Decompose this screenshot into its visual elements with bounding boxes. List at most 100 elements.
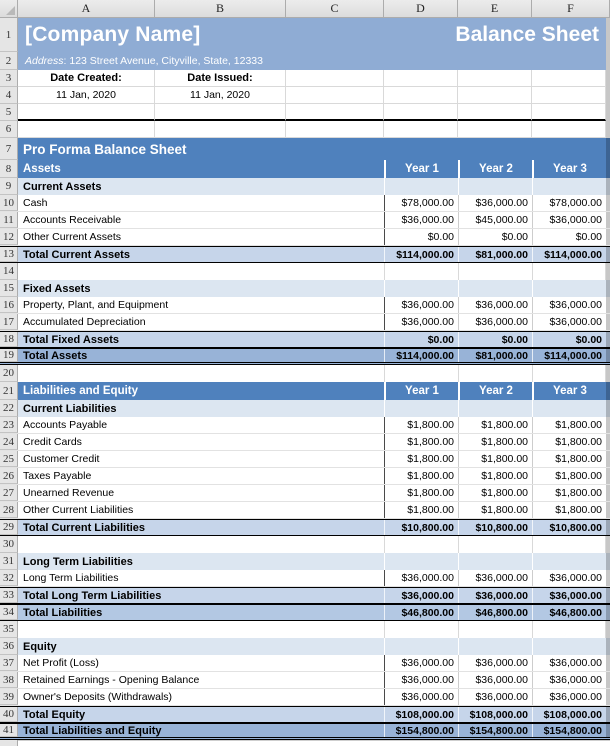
cell-label[interactable]: Pro Forma Balance Sheet [23,141,187,157]
row-number[interactable]: 11 [0,212,18,228]
cell-value[interactable]: $0.00 [532,332,606,347]
row-number[interactable]: 29 [0,520,18,535]
cell-value[interactable]: $36,000.00 [458,672,532,688]
cell-value[interactable]: Year 2 [458,160,532,178]
date-issued-label[interactable]: Date Issued: [155,70,286,87]
cell-value[interactable]: $1,800.00 [532,502,606,518]
cell-label[interactable]: Property, Plant, and Equipment [23,299,169,311]
cell-value[interactable] [532,621,606,638]
cell-value[interactable]: $0.00 [458,332,532,347]
empty-cell[interactable] [155,121,286,138]
cell-value[interactable] [532,553,606,570]
row-number[interactable]: 34 [0,605,18,620]
cell-value[interactable] [458,553,532,570]
cell-label[interactable]: Total Assets [23,349,88,362]
cell-value[interactable] [384,621,458,638]
cell-value[interactable]: $1,800.00 [384,417,458,433]
row-number[interactable]: 37 [0,655,18,671]
cell-value[interactable] [458,536,532,553]
row-number[interactable]: 21 [0,382,18,400]
cell-value[interactable]: $108,000.00 [532,707,606,722]
date-issued-value[interactable]: 11 Jan, 2020 [155,87,286,104]
cell-value[interactable]: $1,800.00 [384,468,458,484]
row-number[interactable]: 17 [0,314,18,330]
row-number[interactable]: 30 [0,536,18,553]
select-all-corner[interactable] [0,0,18,18]
cell-value[interactable] [384,400,458,417]
cell-label[interactable]: Total Current Liabilities [23,521,146,534]
row-number[interactable]: 19 [0,349,18,362]
empty-cell[interactable] [532,87,606,104]
cell-label[interactable]: Total Current Assets [23,248,130,261]
cell-value[interactable]: $36,000.00 [384,689,458,705]
cell-value[interactable]: $46,800.00 [458,605,532,620]
row-number[interactable]: 38 [0,672,18,688]
cell-value[interactable]: $36,000.00 [458,195,532,211]
empty-cell[interactable] [286,87,384,104]
cell-value[interactable]: $36,000.00 [384,570,458,586]
cell-value[interactable]: $1,800.00 [384,434,458,450]
cell-label[interactable]: Cash [23,197,48,209]
row-number[interactable]: 36 [0,638,18,655]
cell-value[interactable]: $36,000.00 [532,588,606,603]
cell-label[interactable]: Taxes Payable [23,470,92,482]
cell-value[interactable]: $1,800.00 [458,502,532,518]
cell-value[interactable]: $46,800.00 [532,605,606,620]
cell-label[interactable]: Long Term Liabilities [23,572,119,584]
cell-label[interactable]: Unearned Revenue [23,487,115,499]
cell-label[interactable] [18,263,384,280]
row-number[interactable]: 7 [0,138,18,160]
cell-value[interactable]: $45,000.00 [458,212,532,228]
cell-value[interactable] [532,365,606,382]
empty-cell[interactable] [458,87,532,104]
cell-value[interactable]: $1,800.00 [458,485,532,501]
cell-label[interactable]: Current Liabilities [23,402,117,415]
cell-value[interactable] [532,280,606,297]
row-number[interactable]: 5 [0,104,18,121]
column-header-b[interactable]: B [155,0,286,18]
empty-cell[interactable] [384,104,458,121]
cell-value[interactable]: $0.00 [532,229,606,245]
row-number[interactable]: 12 [0,229,18,245]
row-number[interactable]: 13 [0,247,18,262]
cell-value[interactable] [458,638,532,655]
row-number[interactable]: 22 [0,400,18,417]
row-number[interactable]: 14 [0,263,18,280]
empty-cell[interactable] [458,121,532,138]
cell-label[interactable]: Assets [23,163,61,175]
row-number[interactable]: 41 [0,724,18,737]
cell-label[interactable]: Current Assets [23,180,102,193]
cell-value[interactable] [532,178,606,195]
cell-label[interactable]: Accounts Payable [23,419,108,431]
cell-value[interactable]: $36,000.00 [384,588,458,603]
empty-cell[interactable] [532,104,606,121]
cell-value[interactable]: $1,800.00 [384,502,458,518]
cell-value[interactable]: $36,000.00 [384,672,458,688]
cell-value[interactable] [458,621,532,638]
cell-label[interactable]: Total Fixed Assets [23,333,119,346]
row-number[interactable]: 35 [0,621,18,638]
cell-label[interactable]: Total Long Term Liabilities [23,589,162,602]
cell-value[interactable]: $1,800.00 [458,451,532,467]
cell-value[interactable]: Year 3 [532,160,606,178]
cell-value[interactable]: $36,000.00 [384,314,458,330]
cell-label[interactable]: Fixed Assets [23,282,91,295]
cell-value[interactable] [532,638,606,655]
row-number[interactable]: 33 [0,588,18,603]
row-number[interactable]: 23 [0,417,18,433]
cell-label[interactable] [18,365,384,382]
row-number[interactable]: 2 [0,52,18,70]
banner-cell[interactable]: [Company Name] Balance Sheet [18,18,606,52]
row-number[interactable]: 20 [0,365,18,382]
cell-value[interactable]: $154,800.00 [384,724,458,737]
cell-label[interactable]: Other Current Liabilities [23,504,134,516]
cell-value[interactable]: $78,000.00 [384,195,458,211]
cell-value[interactable]: $36,000.00 [384,297,458,313]
cell-value[interactable]: $78,000.00 [532,195,606,211]
cell-value[interactable]: $1,800.00 [458,434,532,450]
row-number[interactable]: 10 [0,195,18,211]
column-header-f[interactable]: F [532,0,610,18]
row-number[interactable]: 31 [0,553,18,570]
cell-label[interactable]: Retained Earnings - Opening Balance [23,674,200,686]
cell-value[interactable]: $0.00 [384,332,458,347]
